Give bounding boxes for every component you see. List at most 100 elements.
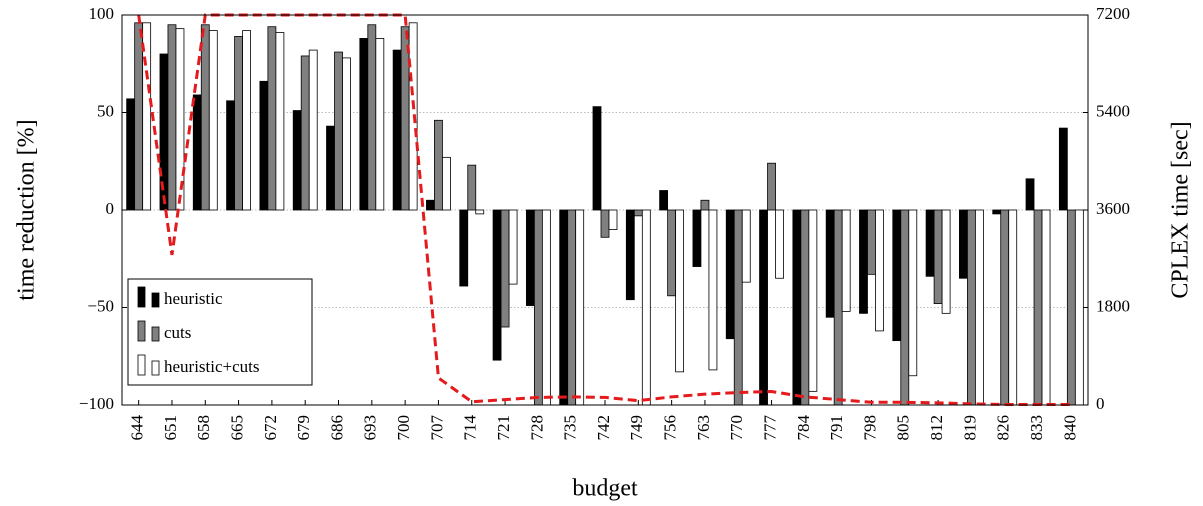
x-tick-label: 714 (461, 415, 480, 441)
y2-tick-label: 0 (1096, 394, 1105, 413)
bar (992, 209, 1002, 215)
bar (641, 209, 651, 406)
x-tick-label: 812 (927, 415, 946, 441)
legend-swatch (137, 354, 146, 376)
x-tick-label: 791 (827, 415, 846, 441)
bar (941, 209, 951, 314)
bar (442, 156, 451, 211)
y2-tick-label: 5400 (1096, 101, 1130, 120)
bar (667, 209, 677, 297)
legend-swatch (137, 286, 146, 308)
line-series (137, 13, 1072, 406)
bar (608, 209, 618, 230)
bar (326, 125, 335, 211)
bar (459, 209, 469, 287)
bar (308, 49, 318, 211)
bar (867, 209, 876, 275)
x-tick-label: 840 (1060, 415, 1079, 441)
bar (933, 209, 943, 304)
legend-swatch (151, 292, 160, 308)
x-tick-label: 798 (860, 415, 879, 441)
bar (900, 209, 910, 406)
bar (708, 209, 718, 371)
bar (292, 110, 302, 211)
x-tick-label: 672 (261, 415, 280, 441)
bar (625, 209, 635, 301)
legend-label: heuristic (164, 289, 223, 308)
y-tick-label: 50 (97, 101, 114, 120)
bar (592, 106, 602, 211)
bar (508, 209, 518, 285)
x-tick-label: 763 (694, 415, 713, 441)
bar (334, 51, 343, 211)
bar (759, 209, 768, 406)
x-tick-label: 665 (227, 415, 246, 441)
x-tick-label: 749 (627, 415, 646, 441)
bar (633, 209, 643, 217)
bar (242, 30, 251, 211)
x-tick-label: 742 (594, 415, 613, 441)
x-tick-label: 826 (994, 415, 1013, 441)
bar (275, 32, 285, 211)
legend-swatch (151, 360, 160, 376)
bar (808, 209, 818, 392)
bar (1008, 209, 1018, 406)
bar (533, 209, 543, 406)
legend-label: heuristic+cuts (164, 357, 260, 376)
bar (925, 209, 935, 277)
bar (300, 55, 310, 211)
bar (208, 30, 218, 211)
bar (259, 80, 269, 211)
bar (975, 209, 984, 406)
x-tick-label: 651 (161, 415, 180, 441)
bar (541, 209, 551, 406)
bar (126, 98, 136, 211)
y-axis-title: time reduction [%] (14, 119, 40, 300)
bar (967, 209, 976, 406)
bar (492, 209, 502, 361)
x-tick-label: 728 (527, 415, 546, 441)
bar (1000, 209, 1010, 406)
bar (741, 209, 751, 283)
y-tick-label: −50 (87, 296, 114, 315)
y-tick-label: 0 (106, 199, 115, 218)
bar (142, 22, 152, 211)
x-tick-label: 707 (427, 415, 446, 441)
x-tick-label: 721 (494, 415, 513, 441)
bar (767, 162, 776, 211)
y-tick-label: −100 (79, 394, 114, 413)
bar (675, 209, 685, 373)
bar (733, 209, 743, 406)
bar (792, 209, 802, 406)
bar (342, 57, 351, 211)
bar (426, 199, 435, 211)
legend-swatch (137, 320, 146, 342)
bar (1025, 178, 1035, 211)
x-tick-label: 784 (794, 415, 813, 441)
bar (692, 209, 702, 267)
x-tick-label: 700 (394, 415, 413, 441)
bar (567, 209, 577, 406)
bar (375, 38, 385, 211)
x-tick-label: 644 (128, 415, 147, 441)
bar (800, 209, 810, 406)
bar (234, 36, 243, 211)
y2-axis-title: CPLEX time [sec] (1168, 121, 1194, 298)
x-tick-label: 833 (1027, 415, 1046, 441)
x-tick-label: 735 (561, 415, 580, 441)
bar (226, 100, 235, 211)
legend-swatch (151, 326, 160, 342)
bar (367, 24, 377, 211)
x-tick-label: 679 (294, 415, 313, 441)
bar (134, 22, 144, 211)
y2-tick-label: 7200 (1096, 4, 1130, 23)
bar (559, 209, 569, 406)
plot-frame (121, 14, 1089, 406)
y2-tick-label: 3600 (1096, 199, 1130, 218)
x-tick-label: 777 (760, 415, 779, 441)
bar (908, 209, 918, 377)
y-tick-label: 100 (89, 4, 115, 23)
x-tick-label: 693 (361, 415, 380, 441)
bar (525, 209, 535, 306)
